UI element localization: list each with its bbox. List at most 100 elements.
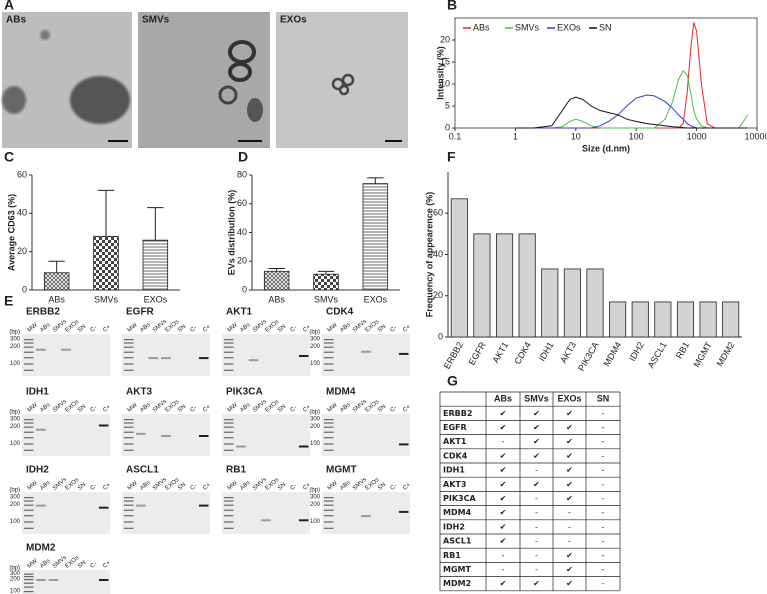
x-axis-label: Size (d.nm): [582, 143, 630, 153]
gel-band: [36, 579, 46, 581]
table-cell: -: [535, 551, 538, 560]
ladder-band: [324, 351, 334, 353]
row-label: AKT3: [443, 480, 466, 489]
bp-label: 300: [10, 495, 21, 501]
ladder-band: [24, 497, 34, 499]
ladder-band: [124, 431, 134, 433]
bp-title: (bp): [309, 330, 320, 336]
table-cell: -: [535, 494, 538, 503]
table-cell: -: [602, 409, 605, 418]
y-tick-label: 0: [242, 284, 247, 294]
gel-band: [298, 519, 309, 522]
table-cell: -: [602, 480, 605, 489]
ladder-band: [124, 521, 134, 523]
y-tick-label: 0: [438, 331, 443, 341]
ladder-band: [324, 346, 334, 348]
y-axis-label: Intensity (%): [435, 46, 445, 100]
lane-label: MW: [327, 322, 339, 334]
lane-label: MW: [127, 322, 139, 334]
bar: [313, 273, 339, 291]
ladder-band: [324, 363, 334, 365]
bp-title: (bp): [309, 410, 320, 416]
bar: [142, 239, 169, 291]
ladder-band: [124, 443, 134, 445]
lane-label: MW: [327, 480, 339, 492]
lane-label: SN: [377, 482, 387, 492]
x-tick-label: EGFR: [467, 340, 488, 367]
table-cell: ✔: [500, 494, 507, 503]
lane-label: C-: [290, 483, 299, 492]
lane-label: C-: [190, 405, 199, 414]
lane-label: SN: [77, 404, 87, 414]
table-cell: ✔: [533, 451, 540, 460]
bar: [473, 233, 491, 338]
ladder-band: [124, 357, 134, 359]
ladder-band: [24, 582, 34, 584]
gel: [22, 492, 110, 534]
bp-title: (bp): [9, 566, 20, 572]
ladder-band: [324, 431, 334, 433]
lane-label: ABs: [239, 322, 251, 334]
gel-band: [136, 504, 146, 507]
ladder-band: [24, 419, 34, 421]
table-cell: -: [502, 565, 505, 574]
ladder-band: [24, 576, 34, 578]
ladder-band: [24, 426, 34, 428]
gel-band: [148, 357, 159, 360]
gel: [222, 334, 310, 376]
ladder-band: [124, 426, 134, 428]
panel-label: A: [4, 0, 14, 13]
gel-band: [98, 424, 109, 427]
ladder-band: [24, 509, 34, 511]
ladder-band: [124, 509, 134, 511]
bar: [450, 198, 468, 338]
y-tick-label: 0: [22, 284, 27, 294]
ladder-band: [224, 426, 234, 428]
ladder-band: [24, 449, 34, 451]
ladder-band: [24, 369, 34, 371]
table-cell: -: [602, 423, 605, 432]
bp-label: 300: [10, 417, 21, 423]
lane-label: ABs: [239, 402, 251, 414]
lane-label: C+: [102, 324, 112, 334]
table-cell: -: [602, 551, 605, 560]
x-tick-label: 100: [629, 131, 644, 141]
gel-band: [198, 357, 209, 360]
lane-label: C+: [302, 324, 312, 334]
gel: [22, 414, 110, 456]
lane-label: C+: [402, 482, 412, 492]
gel: [122, 334, 210, 376]
y-tick-label: 5: [445, 100, 450, 110]
ladder-band: [124, 515, 134, 517]
lane-label: SN: [77, 560, 87, 570]
table-cell: ✔: [566, 466, 573, 475]
micrograph: [276, 12, 408, 148]
row-label: PIK3CA: [443, 494, 476, 503]
row-label: CDK4: [443, 451, 468, 460]
gel-band: [36, 428, 46, 431]
row-label: ERBB2: [443, 409, 472, 418]
lane-label: C+: [202, 482, 212, 492]
ladder-band: [24, 363, 34, 365]
ladder-band: [324, 369, 334, 371]
y-axis-label: Frequency of appearence (%): [424, 192, 434, 318]
table-cell: ✔: [566, 451, 573, 460]
x-tick-label: CDK4: [512, 340, 533, 366]
lane-label: ABs: [39, 558, 51, 570]
x-tick-label: IDH1: [537, 340, 556, 363]
gel-band: [298, 355, 309, 357]
lane-label: C+: [402, 404, 412, 414]
ladder-band: [324, 357, 334, 359]
lane-label: C-: [90, 405, 99, 414]
lane-label: MW: [27, 322, 39, 334]
gel-band: [198, 435, 209, 437]
ladder-band: [24, 586, 34, 588]
lane-label: MW: [227, 480, 239, 492]
ladder-band: [324, 426, 334, 428]
bp-label: 100: [310, 441, 321, 447]
ladder-band: [224, 500, 234, 502]
gel-band: [361, 515, 371, 518]
lane-label: ABs: [39, 322, 51, 334]
ladder-band: [324, 515, 334, 517]
bar: [263, 270, 290, 291]
